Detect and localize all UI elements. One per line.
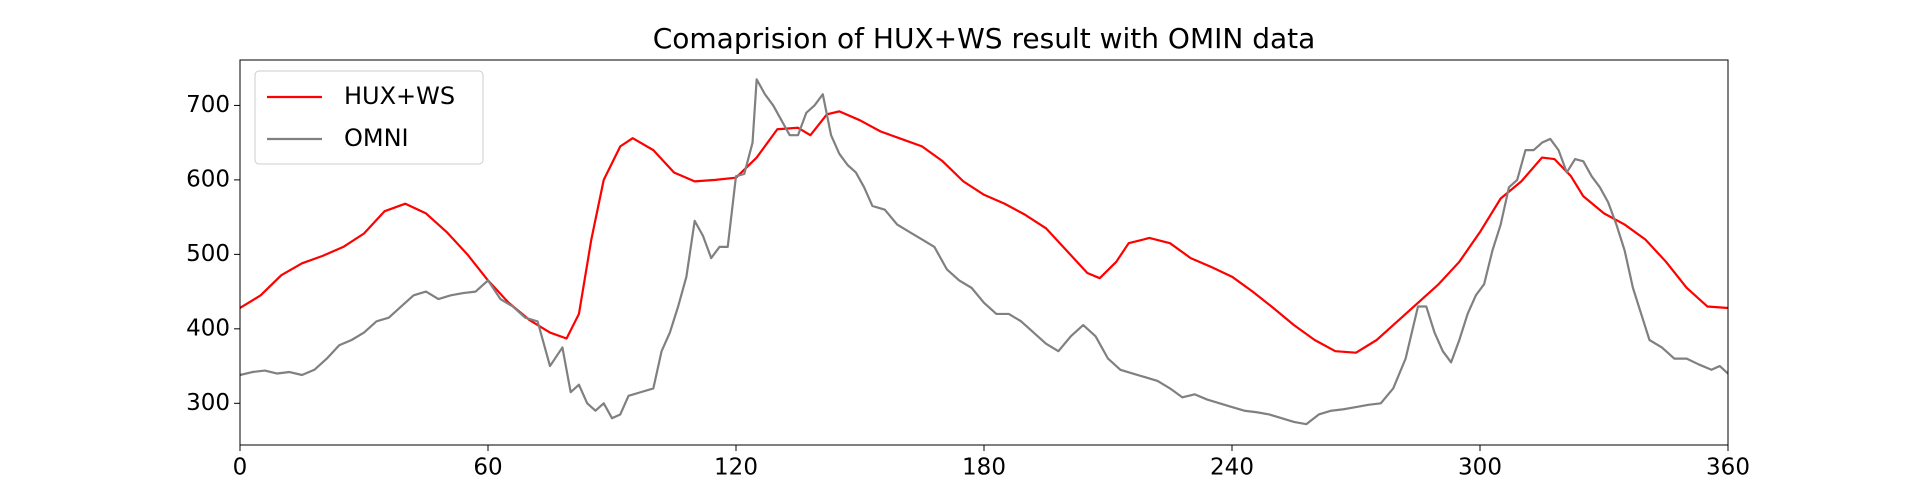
series-line <box>239 110 1729 354</box>
y-tick-label: 300 <box>186 390 230 416</box>
x-tick-label: 0 <box>233 455 248 481</box>
legend-label: HUX+WS <box>344 82 455 110</box>
series-line <box>239 78 1729 426</box>
y-tick-label: 500 <box>186 241 230 267</box>
x-tick-label: 60 <box>473 455 502 481</box>
chart-title: Comaprision of HUX+WS result with OMIN d… <box>653 22 1316 55</box>
x-tick-label: 180 <box>962 455 1006 481</box>
x-tick-label: 360 <box>1706 455 1750 481</box>
y-tick-label: 400 <box>186 315 230 341</box>
x-tick-label: 240 <box>1210 455 1254 481</box>
plot-frame <box>239 59 1729 446</box>
x-tick-label: 120 <box>714 455 758 481</box>
y-tick-label: 600 <box>186 166 230 192</box>
legend-label: OMNI <box>344 124 409 152</box>
legend-box <box>254 70 484 165</box>
y-tick-label: 700 <box>186 92 230 118</box>
x-tick-label: 300 <box>1458 455 1502 481</box>
